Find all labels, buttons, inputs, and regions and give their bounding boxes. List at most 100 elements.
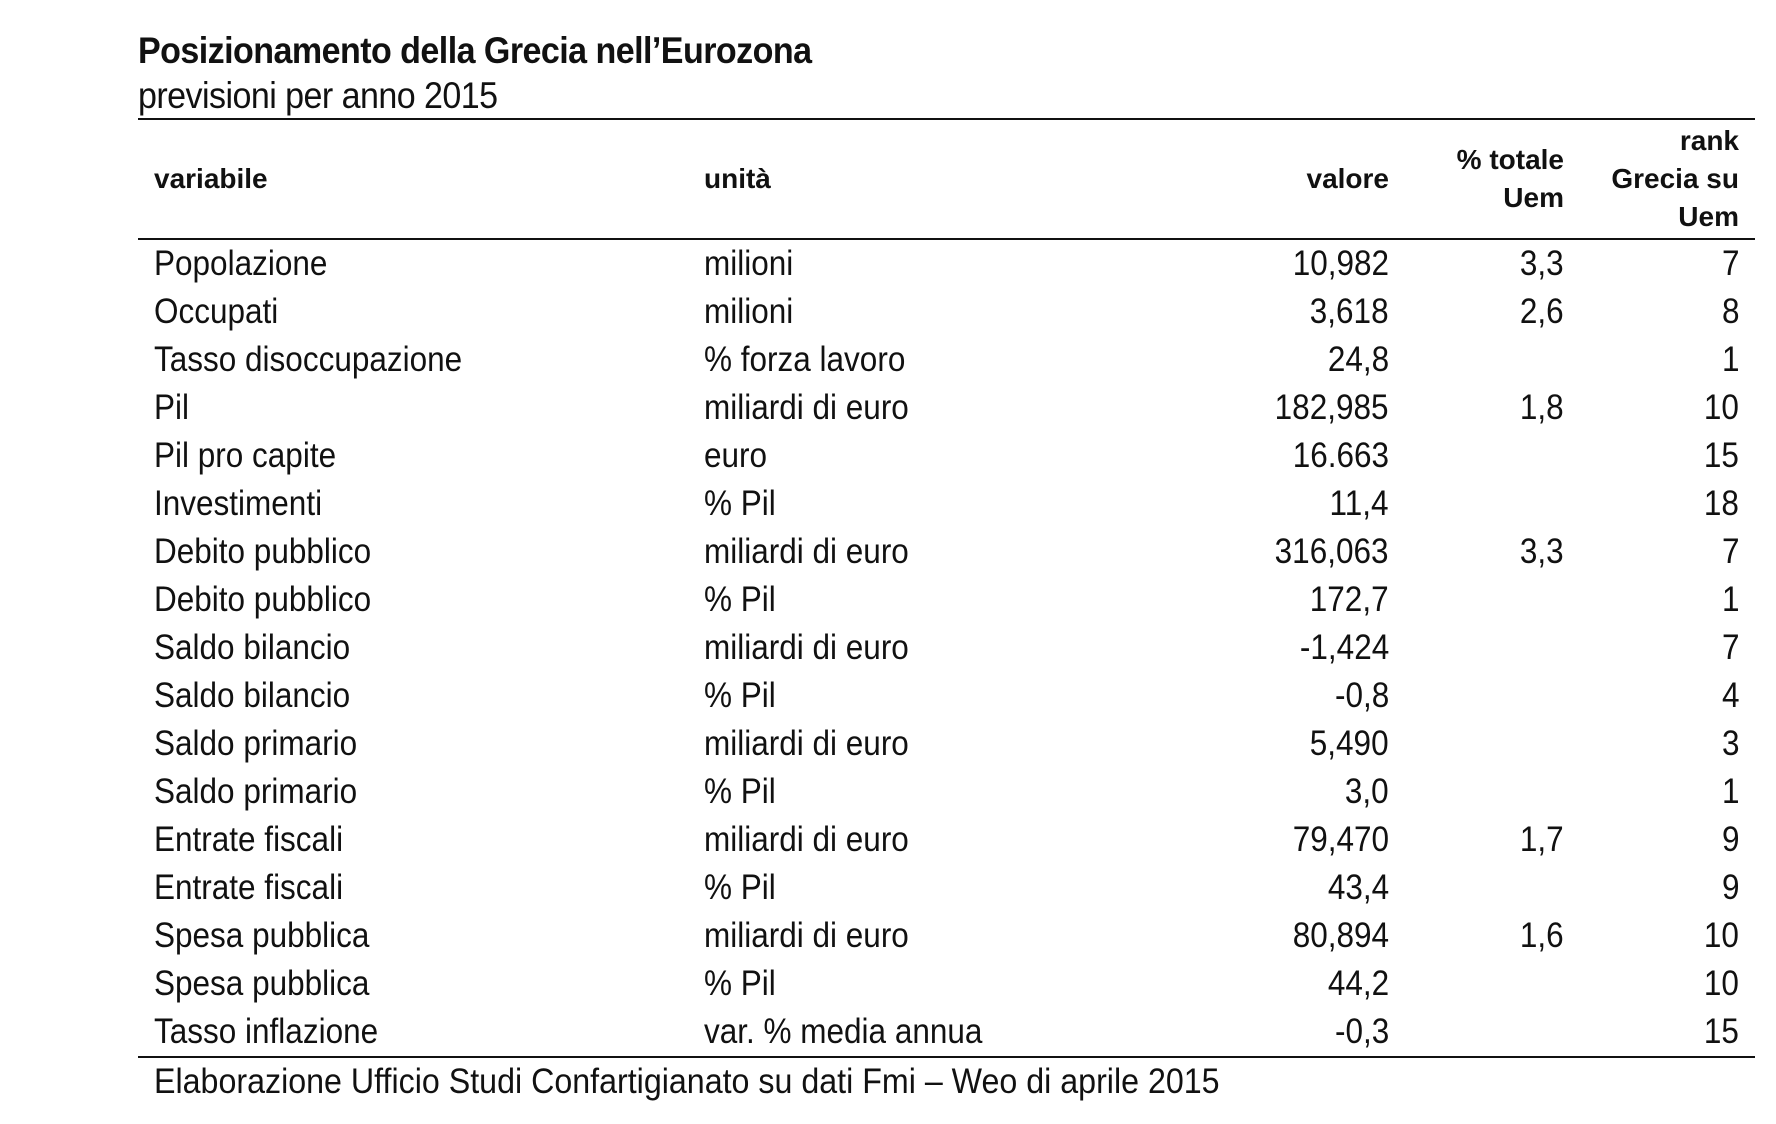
data-table: variabile unità valore % totale Uem rank… [138,118,1755,1058]
table-row: Entrate fiscali % Pil 43,4 9 [138,864,1755,912]
table-row: Spesa pubblica miliardi di euro 80,894 1,6 1… [138,912,1755,960]
cell-unita: % Pil [704,964,776,1003]
cell-variabile: Pil [154,388,190,427]
cell-totale-uem [1389,1008,1564,1057]
cell-variabile: Tasso inflazione [154,1012,379,1051]
cell-valore: 182,985 [1275,388,1389,427]
cell-variabile: Occupati [154,292,279,331]
header-rank-line2: Grecia su [1611,163,1739,194]
table-row: Saldo primario miliardi di euro 5,490 3 [138,720,1755,768]
cell-unita: milioni [704,292,794,331]
cell-rank: 1 [1721,340,1739,379]
cell-unita: miliardi di euro [704,916,909,955]
cell-totale-uem [1389,768,1564,816]
cell-valore: 80,894 [1292,916,1389,955]
table-row: Entrate fiscali miliardi di euro 79,470 1,7… [138,816,1755,864]
cell-variabile: Spesa pubblica [154,964,370,1003]
cell-unita: miliardi di euro [704,532,909,571]
cell-totale-uem: 1,7 [1520,820,1564,859]
cell-unita: % Pil [704,676,776,715]
cell-totale-uem [1389,432,1564,480]
page-subtitle: previsioni per anno 2015 [138,75,498,116]
cell-totale-uem: 3,3 [1520,244,1564,283]
cell-totale-uem [1389,864,1564,912]
cell-totale-uem [1389,672,1564,720]
cell-unita: % Pil [704,772,776,811]
header-totale-uem: % totale Uem [1389,119,1564,239]
table-row: Spesa pubblica % Pil 44,2 10 [138,960,1755,1008]
cell-valore: 10,982 [1292,244,1389,283]
table-row: Tasso inflazione var. % media annua -0,3 15 [138,1008,1755,1057]
cell-unita: miliardi di euro [704,628,909,667]
cell-valore: 43,4 [1327,868,1389,907]
cell-totale-uem: 1,8 [1520,388,1564,427]
cell-valore: 3,0 [1345,772,1389,811]
cell-valore: 24,8 [1327,340,1389,379]
cell-rank: 4 [1721,676,1739,715]
cell-valore: 16.663 [1292,436,1389,475]
cell-rank: 1 [1721,772,1739,811]
cell-variabile: Debito pubblico [154,580,372,619]
table-body: Popolazione milioni 10,982 3,3 7 Occupati mili… [138,239,1755,1057]
cell-variabile: Entrate fiscali [154,820,344,859]
cell-valore: 11,4 [1330,484,1389,523]
cell-rank: 15 [1703,436,1739,475]
cell-variabile: Saldo bilancio [154,676,351,715]
cell-valore: 316,063 [1275,532,1389,571]
cell-variabile: Spesa pubblica [154,916,370,955]
cell-rank: 10 [1703,388,1739,427]
table-row: Pil pro capite euro 16.663 15 [138,432,1755,480]
cell-valore: 5,490 [1310,724,1389,763]
cell-variabile: Saldo primario [154,772,358,811]
cell-rank: 7 [1721,244,1739,283]
table-row: Popolazione milioni 10,982 3,3 7 [138,239,1755,288]
cell-rank: 15 [1703,1012,1739,1051]
cell-totale-uem [1389,720,1564,768]
cell-unita: var. % media annua [704,1012,983,1051]
cell-rank: 7 [1721,532,1739,571]
table-row: Saldo bilancio % Pil -0,8 4 [138,672,1755,720]
cell-valore: 44,2 [1327,964,1389,1003]
table-row: Debito pubblico miliardi di euro 316,063 3,… [138,528,1755,576]
header-variabile: variabile [154,163,268,194]
cell-unita: % Pil [704,580,776,619]
header-valore: valore [1306,163,1390,194]
table-row: Pil miliardi di euro 182,985 1,8 10 [138,384,1755,432]
cell-totale-uem [1389,624,1564,672]
cell-unita: miliardi di euro [704,724,909,763]
table-row: Saldo primario % Pil 3,0 1 [138,768,1755,816]
header-rank-line3: Uem [1678,201,1739,232]
cell-rank: 7 [1721,628,1739,667]
cell-variabile: Entrate fiscali [154,868,344,907]
header-rank-line1: rank [1679,125,1739,156]
table-row: Occupati milioni 3,618 2,6 8 [138,288,1755,336]
header-totale-line2: Uem [1503,182,1564,213]
table-row: Saldo bilancio miliardi di euro -1,424 7 [138,624,1755,672]
cell-variabile: Saldo primario [154,724,358,763]
header-unita: unità [704,163,771,194]
cell-unita: miliardi di euro [704,820,909,859]
table-row: Tasso disoccupazione % forza lavoro 24,8 1 [138,336,1755,384]
cell-totale-uem: 1,6 [1520,916,1564,955]
cell-variabile: Tasso disoccupazione [154,340,463,379]
cell-totale-uem: 2,6 [1520,292,1564,331]
cell-rank: 1 [1721,580,1739,619]
cell-rank: 8 [1721,292,1739,331]
cell-totale-uem: 3,3 [1520,532,1564,571]
cell-variabile: Saldo bilancio [154,628,351,667]
cell-totale-uem [1389,576,1564,624]
cell-rank: 10 [1703,964,1739,1003]
source-note: Elaborazione Ufficio Studi Confartigiana… [154,1062,1220,1101]
cell-rank: 9 [1721,868,1739,907]
cell-rank: 3 [1721,724,1739,763]
cell-unita: % Pil [704,868,776,907]
cell-valore: -0,8 [1334,676,1389,715]
cell-variabile: Popolazione [154,244,328,283]
cell-unita: miliardi di euro [704,388,909,427]
cell-totale-uem [1389,336,1564,384]
cell-variabile: Pil pro capite [154,436,337,475]
cell-valore: 172,7 [1310,580,1389,619]
cell-rank: 9 [1721,820,1739,859]
cell-valore: 3,618 [1310,292,1389,331]
table-row: Debito pubblico % Pil 172,7 1 [138,576,1755,624]
